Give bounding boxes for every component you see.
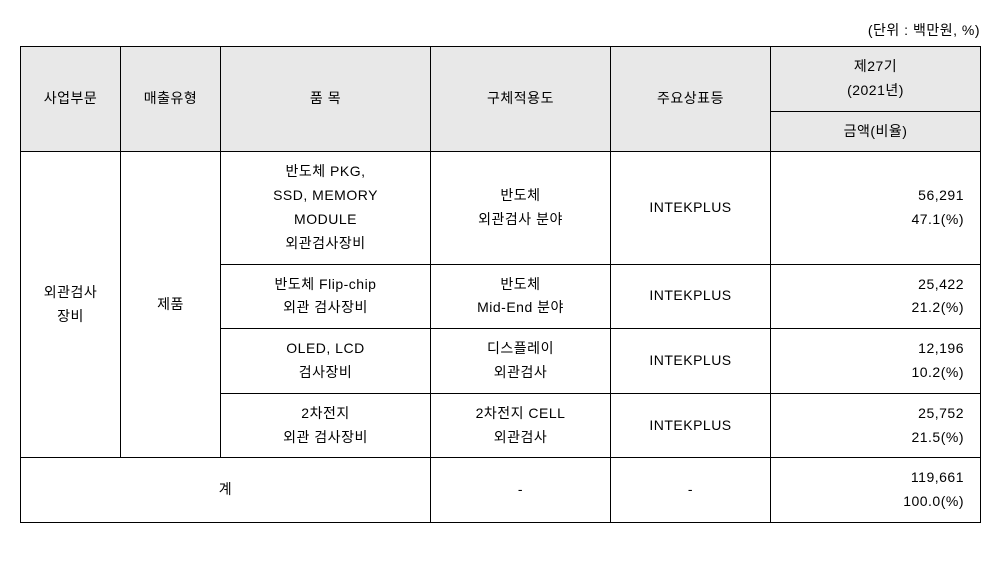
- cell-item: 반도체 PKG, SSD, MEMORY MODULE 외관검사장비: [221, 152, 431, 264]
- cell-brand: INTEKPLUS: [611, 152, 771, 264]
- cell-item: OLED, LCD 검사장비: [221, 329, 431, 394]
- cell-sales-type: 제품: [121, 152, 221, 458]
- cell-total-amount: 119,661 100.0(%): [771, 458, 981, 523]
- cell-brand: INTEKPLUS: [611, 264, 771, 329]
- cell-use: 디스플레이 외관검사: [431, 329, 611, 394]
- cell-amount: 25,752 21.5(%): [771, 393, 981, 458]
- header-use: 구체적용도: [431, 47, 611, 152]
- header-period-line2: (2021년): [847, 82, 904, 98]
- header-brand: 주요상표등: [611, 47, 771, 152]
- total-row: 계 - - 119,661 100.0(%): [21, 458, 981, 523]
- header-period: 제27기 (2021년): [771, 47, 981, 112]
- header-row-1: 사업부문 매출유형 품 목 구체적용도 주요상표등 제27기 (2021년): [21, 47, 981, 112]
- header-item: 품 목: [221, 47, 431, 152]
- unit-label: (단위 : 백만원, %): [20, 20, 980, 40]
- table-row: 외관검사 장비 제품 반도체 PKG, SSD, MEMORY MODULE 외…: [21, 152, 981, 264]
- biz-div-line1: 외관검사: [44, 284, 98, 300]
- cell-use: 2차전지 CELL 외관검사: [431, 393, 611, 458]
- cell-use: 반도체 Mid-End 분야: [431, 264, 611, 329]
- cell-total-label: 계: [21, 458, 431, 523]
- revenue-table: 사업부문 매출유형 품 목 구체적용도 주요상표등 제27기 (2021년) 금…: [20, 46, 981, 523]
- header-period-line1: 제27기: [854, 58, 897, 74]
- biz-div-line2: 장비: [57, 308, 84, 324]
- cell-amount: 25,422 21.2(%): [771, 264, 981, 329]
- cell-item: 2차전지 외관 검사장비: [221, 393, 431, 458]
- cell-brand: INTEKPLUS: [611, 329, 771, 394]
- cell-use: 반도체 외관검사 분야: [431, 152, 611, 264]
- cell-biz-div: 외관검사 장비: [21, 152, 121, 458]
- cell-total-brand: -: [611, 458, 771, 523]
- cell-amount: 56,291 47.1(%): [771, 152, 981, 264]
- header-sales-type: 매출유형: [121, 47, 221, 152]
- cell-item: 반도체 Flip-chip 외관 검사장비: [221, 264, 431, 329]
- cell-brand: INTEKPLUS: [611, 393, 771, 458]
- header-amount-ratio: 금액(비율): [771, 111, 981, 152]
- header-biz-div: 사업부문: [21, 47, 121, 152]
- cell-amount: 12,196 10.2(%): [771, 329, 981, 394]
- table-container: (단위 : 백만원, %) 사업부문 매출유형 품 목 구체적용도 주요상표등 …: [20, 20, 980, 523]
- cell-total-use: -: [431, 458, 611, 523]
